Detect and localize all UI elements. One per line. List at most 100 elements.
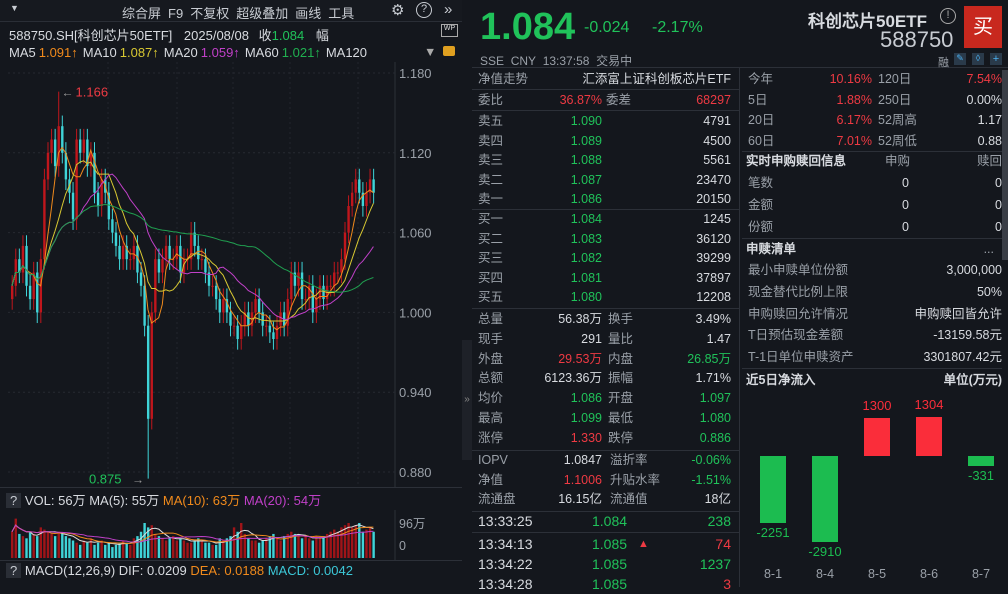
stat-row: IOPV 1.0847 溢折率 -0.06% — [472, 450, 739, 470]
pcf-row: 最小申赎单位份额 3,000,000 — [742, 260, 1002, 280]
info-icon[interactable]: ! — [940, 8, 956, 24]
ask-price: 1.090 — [570, 114, 602, 128]
nav-trend-link[interactable]: 净值走势 — [478, 72, 529, 86]
perf-label: 60日 — [748, 133, 775, 148]
macd-help-button[interactable]: ? — [6, 563, 22, 578]
volume-help-button[interactable]: ? — [6, 493, 22, 508]
candle-body — [61, 126, 64, 153]
ask-row: 卖二 1.087 23470 — [472, 170, 739, 190]
candle-body — [254, 299, 257, 313]
volume-bar — [161, 538, 164, 558]
y-tick-label: 0.940 — [399, 385, 432, 400]
candle-body — [129, 259, 132, 261]
tick-row: 13:33:25 1.084 238 — [472, 511, 739, 533]
perf-value: 0.00% — [966, 92, 1002, 107]
perf-label: 52周高 — [878, 113, 917, 127]
volume-bar — [311, 540, 314, 558]
toolbar-item[interactable]: 不复权 — [190, 6, 230, 21]
stat-value: 18亿 — [704, 492, 731, 507]
volume-bar — [14, 518, 17, 558]
volume-bar — [107, 542, 111, 558]
candle-body — [161, 259, 164, 273]
candle-body — [200, 259, 204, 261]
ma-value: 1.021↑ — [281, 45, 321, 60]
stat-row: 总量 56.38万 换手 3.49% — [472, 309, 739, 329]
volume-bar — [247, 538, 250, 558]
candle-body — [189, 232, 193, 260]
volume-bar — [193, 540, 196, 558]
volume-bar — [250, 540, 254, 558]
info-row: 申赎清单... — [742, 239, 1002, 259]
ma60-line — [11, 204, 374, 293]
perf-row: 20日 6.17% 52周高 1.17 — [742, 110, 1002, 130]
volume-bar — [64, 536, 68, 558]
volume-bar — [236, 531, 239, 558]
stat-value: 1.080 — [699, 411, 731, 425]
dropdown-icon[interactable]: ▼ — [10, 3, 19, 13]
expand-icon[interactable]: » — [444, 1, 453, 18]
stat-row: 净值 1.1006 升贴水率 -1.51% — [472, 470, 739, 490]
candle-body — [43, 179, 46, 260]
candle-body — [32, 272, 35, 300]
tick-price: 1.085 — [592, 536, 628, 552]
ma-dropdown-icon[interactable]: ▼ — [424, 45, 437, 59]
volume-bar — [261, 540, 264, 558]
pcf-label: 申购赎回允许情况 — [748, 306, 849, 321]
toolbar-item[interactable]: 工具 — [328, 6, 355, 21]
pcf-label: T-1日单位申赎资产 — [748, 350, 854, 365]
toolbar-item[interactable]: 超级叠加 — [236, 6, 289, 21]
candle-body — [222, 299, 225, 313]
stat-value: 0.886 — [699, 430, 731, 445]
volume-bar — [282, 536, 286, 558]
pcf-value: 申购赎回皆允许 — [914, 306, 1002, 321]
collapse-handle[interactable]: » — [462, 340, 472, 460]
stat-label: 内盘 — [608, 351, 634, 366]
gear-icon[interactable]: ⚙ — [391, 2, 405, 19]
volume-bar — [368, 527, 372, 558]
volume-bar — [25, 538, 28, 558]
tick-time: 13:33:25 — [478, 513, 533, 529]
toolbar-item[interactable]: 画线 — [295, 6, 322, 21]
toolbar-item[interactable]: 综合屏 — [122, 6, 162, 21]
wp-icon[interactable]: WP — [441, 24, 458, 37]
candle-body — [25, 245, 28, 286]
flow-date: 8-4 — [815, 567, 835, 581]
flow-unit: 单位(万元) — [943, 373, 1002, 387]
candle-body — [279, 312, 282, 326]
perf-row: 5日 1.88% 250日 0.00% — [742, 90, 1002, 110]
perf-value: 1.17 — [977, 113, 1002, 127]
edit-icon[interactable]: ✎ — [954, 53, 966, 65]
volume-bar — [275, 538, 279, 558]
add-icon[interactable]: + — [990, 53, 1002, 65]
toolbar-item[interactable]: F9 — [168, 6, 184, 21]
lock-icon[interactable] — [443, 46, 455, 56]
volume-legend: ? VOL: 56万 MA(5): 55万 MA(10): 63万 MA(20)… — [6, 490, 321, 509]
help-icon[interactable]: ? — [416, 2, 432, 18]
volume-bar — [279, 540, 282, 558]
security-name: 科创芯片50ETF — [808, 12, 928, 31]
volume-chart[interactable] — [0, 510, 462, 560]
tick-row: 13:34:22 1.085 1237 — [472, 554, 739, 574]
volume-bar — [75, 542, 78, 558]
candle-body — [225, 299, 229, 313]
candle-body — [347, 206, 350, 233]
quote-header: 1.084 -0.024 -2.17% SSE CNY 13:37:58 交易中… — [472, 0, 1008, 69]
pcf-more-button[interactable]: ... — [983, 242, 994, 256]
macd-dea: DEA: 0.0188 — [190, 563, 265, 578]
volume-bar — [229, 536, 232, 558]
buy-button[interactable]: 买 — [964, 6, 1002, 48]
alert-icon[interactable]: ◊ — [972, 53, 984, 65]
volume-bar — [268, 536, 272, 558]
candlestick-chart[interactable]: 1.180 1.120 1.060 1.000 0.940 0.880 ← 1.166 0.87… — [0, 62, 462, 487]
close-value: 1.084 — [271, 28, 305, 43]
scrollbar[interactable] — [1002, 70, 1008, 260]
pcf-label: 现金替代比例上限 — [748, 284, 849, 299]
info-row: 委比 36.87% 委差 68297 — [472, 90, 739, 110]
flow-value: 1304 — [914, 397, 944, 413]
flow-date: 8-5 — [867, 567, 887, 581]
low-label: 0.875 — [89, 472, 122, 487]
flow-value: -331 — [967, 467, 995, 483]
flow-bar — [760, 456, 786, 523]
candle-body — [311, 285, 314, 313]
candle-body — [193, 232, 196, 246]
